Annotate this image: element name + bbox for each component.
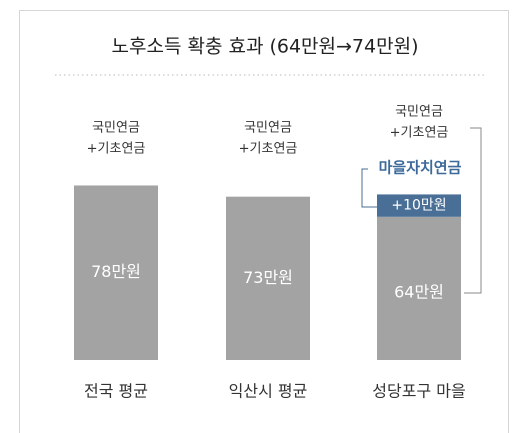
value-label: 78만원: [91, 262, 141, 281]
value-label: +10만원: [391, 198, 446, 214]
series-annotation: 국민연금: [244, 121, 292, 136]
series-annotation: +기초연금: [87, 142, 146, 157]
series-annotation: 국민연금: [395, 105, 443, 120]
bar-segment: [226, 196, 310, 360]
x-tick-label: 익산시 평균: [229, 382, 308, 401]
series-name: 마을자치연금: [379, 159, 462, 177]
bar-segment: [74, 185, 158, 360]
chart-title: 노후소득 확충 효과 (64만원→74만원): [112, 36, 419, 58]
series-annotation: 국민연금: [92, 121, 140, 136]
x-tick-label: 성당포구 마을: [372, 382, 465, 401]
series-annotation: +기초연금: [239, 142, 298, 157]
value-label: 64만원: [394, 283, 444, 302]
bracket-left: [361, 168, 377, 208]
bracket-right: [464, 127, 482, 294]
bar-segment: [377, 194, 461, 217]
value-label: 73만원: [243, 268, 293, 287]
series-annotation: +기초연금: [390, 126, 449, 141]
bar-segment: [377, 216, 461, 360]
x-tick-label: 전국 평균: [84, 382, 148, 401]
